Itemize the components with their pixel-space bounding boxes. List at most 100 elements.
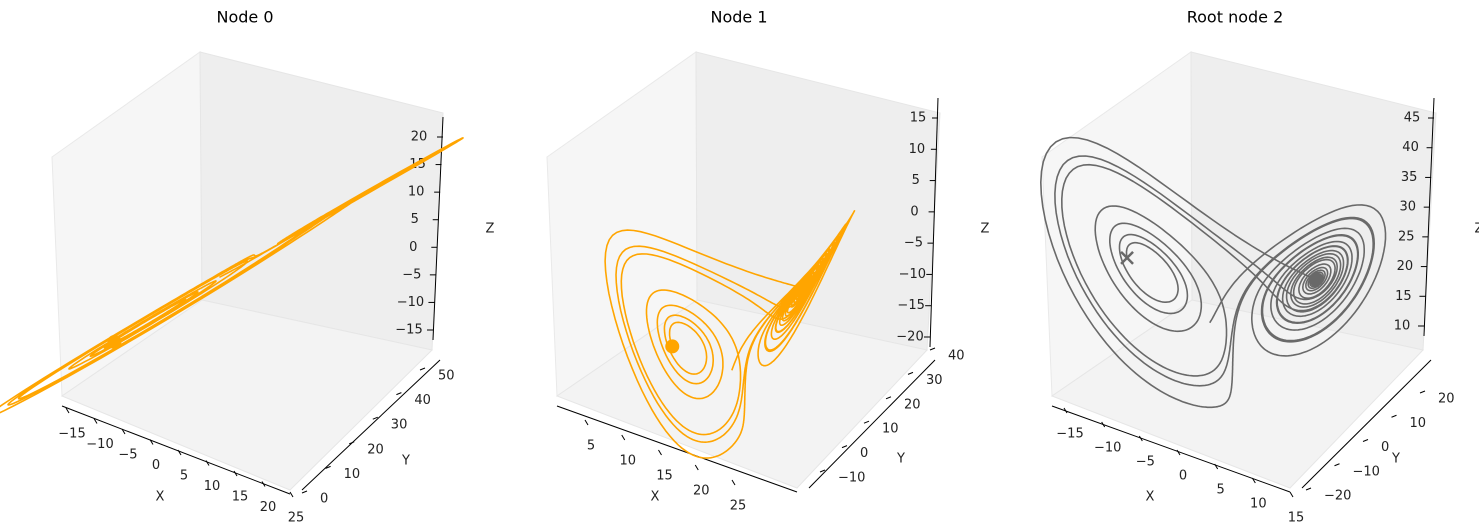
y-axis-label: Y — [896, 452, 905, 467]
y-tick-label: 50 — [438, 369, 455, 384]
x-tick-label: −15 — [1056, 427, 1083, 442]
pane-floor — [1050, 299, 1424, 489]
x-tick-mark — [1138, 435, 1143, 442]
z-axis-label: Z — [1475, 222, 1479, 237]
x-tick-label: 0 — [152, 458, 160, 473]
x-tick-label: 20 — [260, 500, 277, 515]
z-axis-label: Z — [486, 222, 495, 237]
z-axis-label: Z — [981, 222, 990, 237]
x-tick-mark — [731, 479, 736, 486]
y-tick-label: 0 — [860, 446, 868, 461]
x-tick-mark — [1101, 421, 1106, 428]
pane-floor — [60, 299, 434, 491]
x-tick-label: 25 — [288, 511, 305, 526]
y-tick-label: 20 — [1438, 392, 1455, 407]
x-tick-label: −5 — [118, 448, 137, 463]
y-tick-label: 40 — [948, 349, 965, 364]
y-tick-mark — [907, 371, 914, 375]
y-tick-label: 0 — [320, 492, 328, 507]
x-tick-label: −10 — [86, 437, 113, 452]
chart-panel-2: −15−10−5051015−20−1001020101520253035404… — [1040, 8, 1479, 526]
y-tick-mark — [419, 367, 426, 371]
z-axis-line — [432, 116, 444, 341]
z-tick-label: −5 — [402, 267, 421, 282]
y-tick-mark — [349, 441, 355, 445]
x-tick-label: 20 — [693, 484, 710, 499]
z-tick-label: 0 — [910, 204, 918, 219]
x-tick-mark — [621, 434, 626, 441]
y-tick-label: 40 — [414, 393, 431, 408]
x-tick-mark — [65, 407, 70, 414]
x-tick-label: 10 — [204, 479, 221, 494]
x-tick-mark — [121, 428, 126, 435]
y-axis-line — [808, 359, 936, 489]
y-axis-label: Y — [1391, 452, 1400, 467]
chart-panel-0: −15−10−5051015202501020304050−15−10−5051… — [0, 8, 495, 526]
x-tick-label: 15 — [1288, 511, 1305, 526]
z-tick-label: 10 — [909, 142, 926, 157]
x-axis-line — [556, 405, 798, 493]
x-tick-mark — [1063, 407, 1068, 414]
z-tick-label: 0 — [409, 240, 417, 255]
y-tick-label: 30 — [391, 418, 408, 433]
z-tick-label: 15 — [1395, 289, 1412, 304]
x-tick-label: 5 — [1217, 483, 1225, 498]
y-tick-label: 10 — [344, 467, 361, 482]
y-tick-label: −10 — [1353, 464, 1380, 479]
x-tick-mark — [93, 418, 98, 424]
y-tick-mark — [301, 490, 308, 494]
x-tick-label: 5 — [180, 469, 188, 484]
z-tick-label: 15 — [910, 111, 927, 126]
z-tick-label: 10 — [1394, 319, 1411, 334]
x-tick-label: −10 — [1094, 441, 1121, 456]
z-tick-label: 20 — [1397, 259, 1414, 274]
z-tick-label: 35 — [1401, 170, 1418, 185]
trajectory-line — [604, 210, 856, 459]
z-tick-label: 25 — [1398, 229, 1415, 244]
y-tick-label: 10 — [882, 422, 899, 437]
z-tick-label: 30 — [1399, 200, 1416, 215]
x-axis-line — [1051, 405, 1291, 493]
z-tick-label: 45 — [1404, 111, 1421, 126]
x-tick-label: 10 — [1250, 497, 1267, 512]
start-marker — [1120, 250, 1134, 265]
x-axis-label: X — [1146, 490, 1155, 505]
z-axis-line — [929, 97, 939, 348]
x-tick-mark — [149, 439, 154, 445]
x-axis-label: X — [651, 490, 660, 505]
y-tick-mark — [396, 392, 402, 396]
chart-title: Node 1 — [710, 8, 767, 27]
z-axis-line — [1423, 97, 1435, 337]
x-tick-label: 25 — [730, 499, 747, 514]
x-tick-mark — [1176, 449, 1181, 456]
x-tick-mark — [289, 491, 294, 498]
z-tick-label: −20 — [896, 330, 923, 345]
x-tick-mark — [658, 449, 662, 456]
trajectory-line — [0, 137, 464, 414]
start-marker — [665, 339, 680, 354]
y-tick-mark — [863, 420, 870, 424]
y-tick-mark — [885, 396, 892, 400]
z-tick-label: −10 — [899, 267, 926, 282]
x-tick-mark — [1251, 477, 1256, 484]
y-tick-label: 20 — [904, 397, 921, 412]
y-axis-line — [1301, 359, 1432, 489]
x-tick-mark — [205, 460, 210, 466]
z-tick-label: −15 — [897, 298, 924, 313]
y-tick-mark — [1362, 439, 1369, 442]
chart-panel-1: 5 10 15 20 25 −10 0 10 20 30 40 −20 −15 −10 −5 0 5 10 15 X Y… — [546, 8, 990, 514]
x-tick-label: 5 — [587, 439, 595, 454]
y-tick-mark — [1334, 463, 1340, 467]
y-tick-mark — [929, 347, 936, 351]
y-tick-mark — [1419, 390, 1426, 394]
y-axis-line — [301, 359, 441, 491]
chart-title: Root node 2 — [1187, 8, 1284, 27]
z-tick-label: 10 — [408, 185, 425, 200]
y-axis-label: Y — [401, 454, 410, 469]
y-tick-label: 10 — [1410, 416, 1427, 431]
z-tick-label: 5 — [411, 212, 419, 227]
z-tick-label: −5 — [904, 236, 923, 251]
z-tick-label: 5 — [912, 173, 920, 188]
x-tick-label: 15 — [232, 490, 249, 505]
